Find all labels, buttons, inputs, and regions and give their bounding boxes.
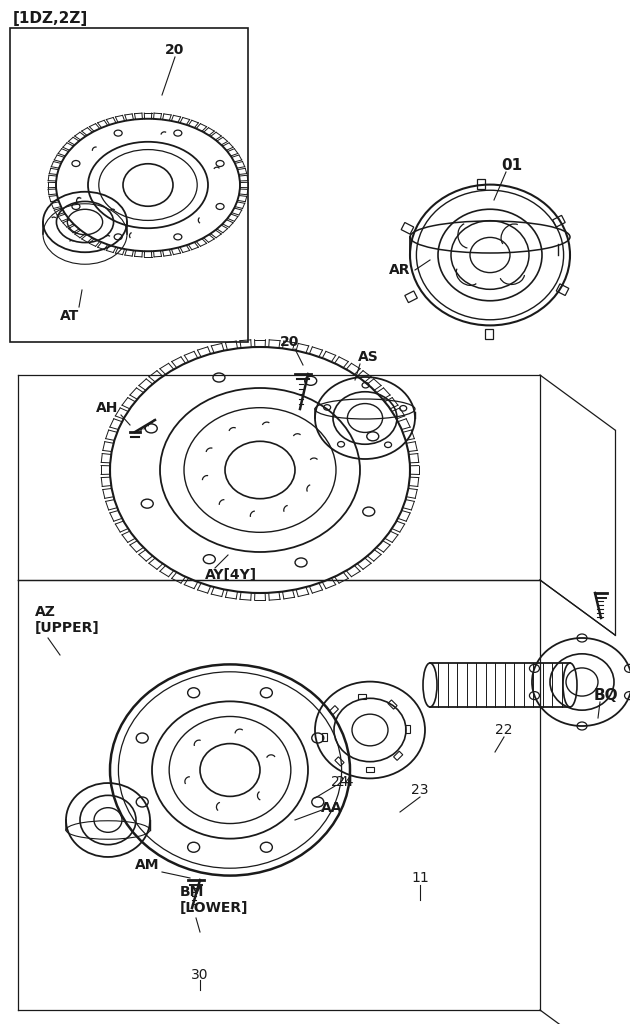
Bar <box>556 284 569 296</box>
Text: 01: 01 <box>501 158 522 172</box>
Text: 22: 22 <box>495 723 513 737</box>
Text: 11: 11 <box>411 871 429 885</box>
Text: 20: 20 <box>280 335 300 349</box>
Bar <box>329 706 338 715</box>
Bar <box>388 700 397 710</box>
Bar <box>553 215 565 227</box>
Bar <box>366 767 374 772</box>
Text: BQ: BQ <box>593 687 618 702</box>
Bar <box>358 694 366 699</box>
Bar <box>10 28 248 342</box>
Bar <box>405 291 417 303</box>
Text: AH: AH <box>96 401 118 415</box>
Text: AT: AT <box>60 309 79 323</box>
Text: 30: 30 <box>192 968 209 982</box>
Text: BM
[LOWER]: BM [LOWER] <box>180 885 248 915</box>
Text: AS: AS <box>358 350 379 364</box>
Text: AM: AM <box>135 858 159 872</box>
Text: [1DZ,2Z]: [1DZ,2Z] <box>13 10 88 26</box>
Bar <box>405 725 410 733</box>
Bar <box>335 757 344 766</box>
Bar <box>477 178 485 188</box>
Bar <box>394 752 403 761</box>
Text: AA: AA <box>321 801 343 815</box>
Text: AR: AR <box>389 263 411 278</box>
Bar <box>401 222 414 234</box>
Text: 24: 24 <box>331 775 349 790</box>
Text: AZ
[UPPER]: AZ [UPPER] <box>35 605 100 635</box>
Bar <box>322 733 327 741</box>
Text: 24: 24 <box>336 775 354 790</box>
Text: 23: 23 <box>411 783 429 797</box>
Text: 20: 20 <box>165 43 185 57</box>
Bar <box>485 330 493 339</box>
Text: AY[4Y]: AY[4Y] <box>205 568 257 582</box>
